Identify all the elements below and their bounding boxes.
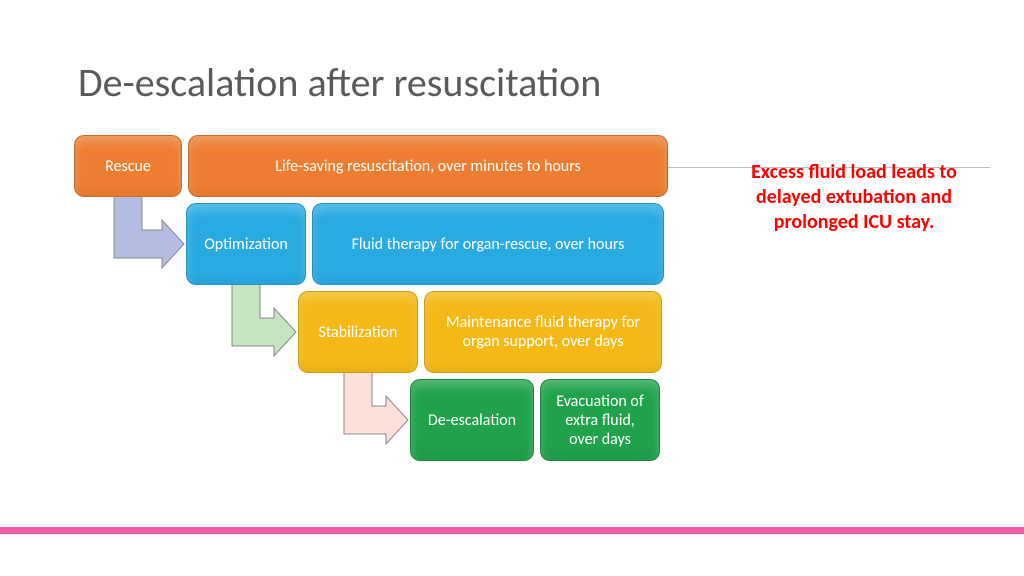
flow-row: De-escalationEvacuation of extra fluid, …: [410, 379, 668, 461]
stage-desc: Life-saving resuscitation, over minutes …: [188, 135, 668, 197]
stage-label: Optimization: [186, 203, 306, 285]
flow-row: RescueLife-saving resuscitation, over mi…: [74, 135, 668, 197]
stage-label: De-escalation: [410, 379, 534, 461]
flow-diagram: RescueLife-saving resuscitation, over mi…: [74, 135, 668, 467]
page-title: De-escalation after resuscitation: [78, 58, 601, 107]
stage-label: Rescue: [74, 135, 182, 197]
stage-label: Stabilization: [298, 291, 418, 373]
stage-desc: Evacuation of extra fluid, over days: [540, 379, 660, 461]
flow-row: OptimizationFluid therapy for organ-resc…: [186, 203, 668, 285]
accent-bar: [0, 527, 1024, 534]
stage-desc: Maintenance fluid therapy for organ supp…: [424, 291, 662, 373]
stage-desc: Fluid therapy for organ-rescue, over hou…: [312, 203, 664, 285]
callout-text: Excess fluid load leads to delayed extub…: [724, 160, 984, 235]
flow-row: StabilizationMaintenance fluid therapy f…: [298, 291, 668, 373]
